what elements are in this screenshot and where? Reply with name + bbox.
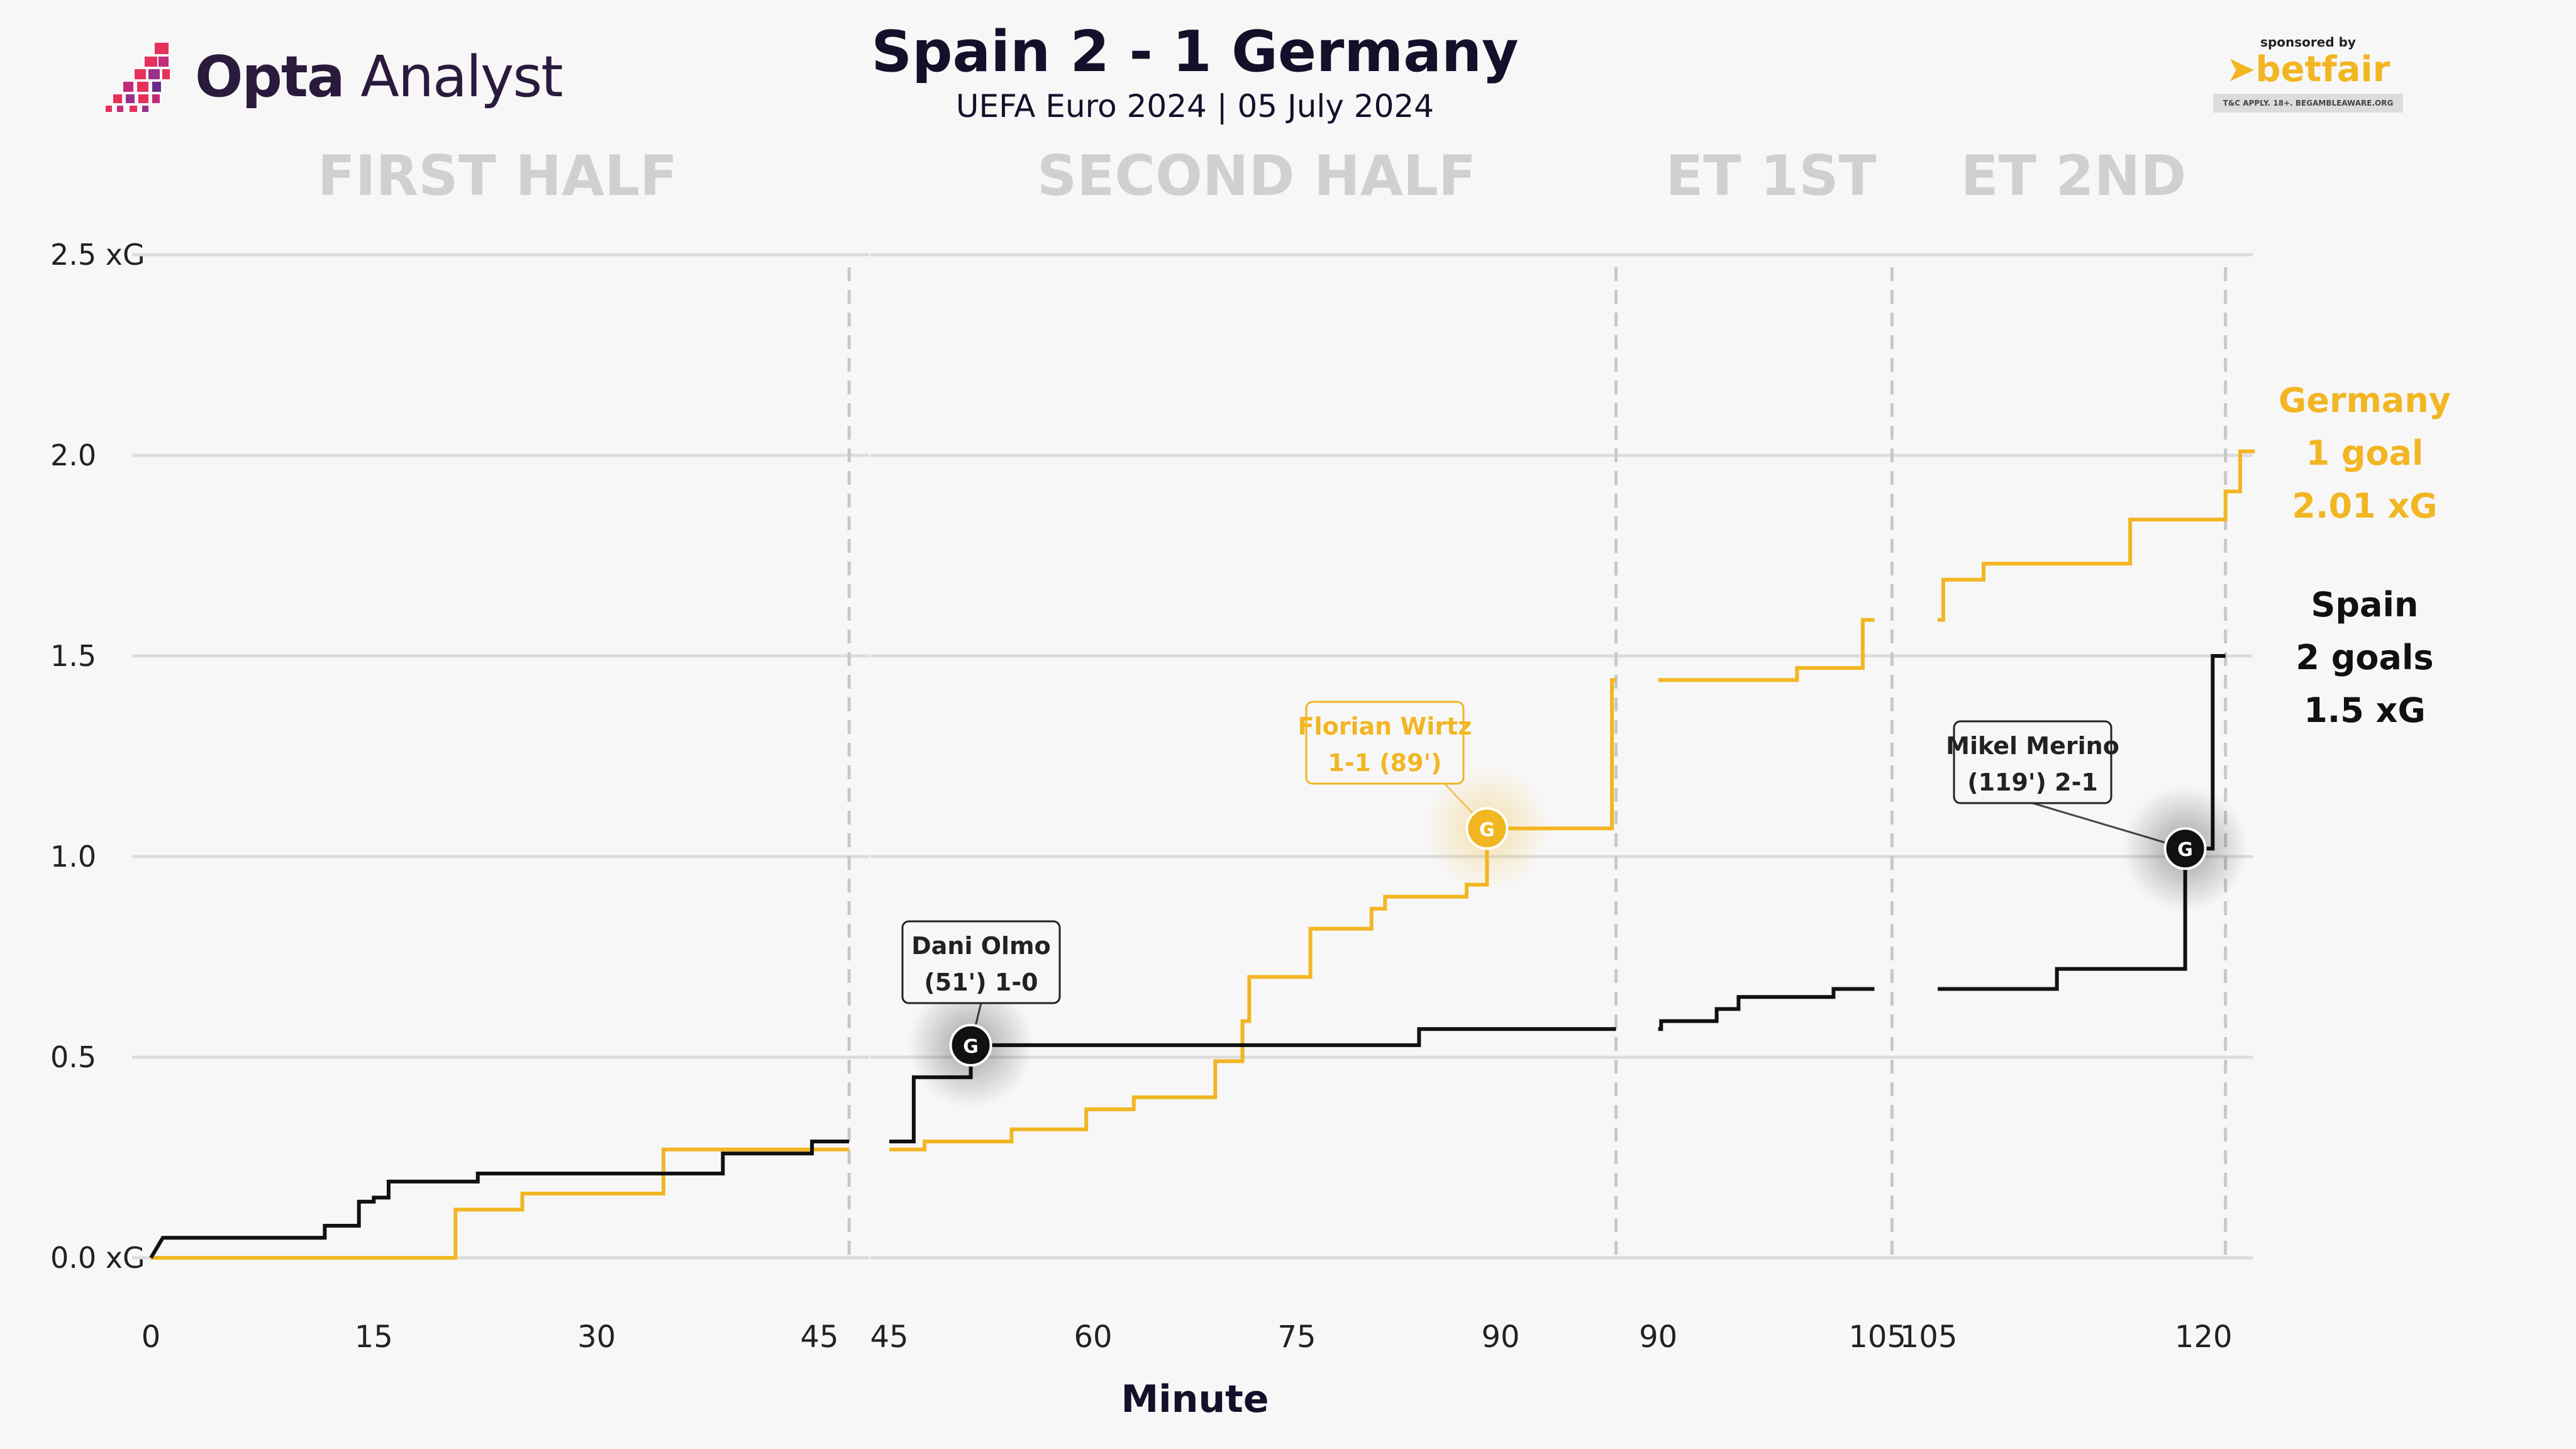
x-tick-label: 105	[1900, 1319, 1958, 1355]
germany-xg-line	[1938, 449, 2255, 622]
germany-summary-xg: 2.01 xG	[2292, 486, 2438, 526]
page-title: Spain 2 - 1 Germany	[871, 19, 1519, 85]
spain-summary-goals: 2 goals	[2296, 638, 2434, 677]
x-tick-label: 45	[800, 1319, 838, 1355]
goal-callout-box	[1953, 720, 2112, 804]
x-tick-label: 105	[1848, 1319, 1906, 1355]
sponsor-badge: sponsored by ➤betfair T&C APPLY. 18+. BE…	[2182, 35, 2434, 123]
germany-xg-line	[1658, 618, 1875, 682]
period-panel-0: FIRST HALF 0 15 30 45	[132, 143, 869, 1355]
germany-summary-team: Germany	[2279, 380, 2451, 420]
sponsor-label: sponsored by	[2260, 35, 2356, 50]
goal-spain-0: G Dani Olmo (51') 1-0	[901, 920, 1061, 1108]
period-title: FIRST HALF	[318, 143, 678, 208]
goal-score-detail: (51') 1-0	[924, 969, 1038, 996]
y-tick-label: 2.5 xG	[50, 238, 145, 272]
x-tick-label: 0	[142, 1319, 161, 1355]
goal-score-detail: (119') 2-1	[1967, 769, 2098, 796]
period-title: ET 2ND	[1961, 143, 2187, 208]
goal-scorer-name: Mikel Merino	[1946, 732, 2119, 760]
x-axis-label: Minute	[1121, 1377, 1269, 1421]
brand-name-regular: Analyst	[343, 44, 563, 110]
page-subtitle: UEFA Euro 2024 | 05 July 2024	[955, 88, 1435, 125]
x-tick-label: 60	[1074, 1319, 1112, 1355]
goal-marker	[949, 1023, 992, 1067]
y-tick-label: 1.5	[50, 639, 96, 673]
spain-xg-line	[149, 1140, 850, 1259]
goal-marker-label: G	[1479, 819, 1495, 841]
goal-score-detail: 1-1 (89')	[1328, 749, 1441, 777]
period-panel-1: SECOND HALF 45 60 75 90	[870, 143, 1649, 1355]
goal-marker	[2163, 827, 2207, 870]
spain-summary-xg: 1.5 xG	[2304, 691, 2426, 730]
opta-analyst-logo: Opta Analyst	[101, 38, 563, 126]
y-tick-label: 0.0 xG	[50, 1241, 145, 1275]
sponsor-name: ➤betfair	[2182, 50, 2434, 90]
goal-spain-2: G Mikel Merino (119') 2-1	[1946, 720, 2248, 912]
sponsor-name-text: betfair	[2255, 49, 2390, 90]
period-panel-2: ET 1ST 90 105	[1636, 143, 1912, 1355]
brand-name: Opta Analyst	[195, 44, 563, 110]
spain-summary: Spain 2 goals 1.5 xG	[2239, 579, 2490, 737]
goal-scorer-name: Dani Olmo	[911, 932, 1051, 960]
x-tick-label: 90	[1639, 1319, 1677, 1355]
x-tick-label: 15	[355, 1319, 393, 1355]
goal-callout-box	[1305, 701, 1465, 785]
spain-summary-team: Spain	[2311, 585, 2419, 625]
y-tick-label: 2.0	[50, 438, 96, 472]
goal-scorer-name: Florian Wirtz	[1298, 713, 1472, 740]
period-title: ET 1ST	[1665, 143, 1876, 208]
goal-callout-box	[901, 920, 1061, 1004]
germany-xg-line	[151, 1147, 850, 1260]
opta-logo-icon	[106, 43, 170, 112]
x-tick-label: 75	[1277, 1319, 1316, 1355]
brand-name-bold: Opta	[195, 44, 345, 110]
goal-germany-1: G Florian Wirtz 1-1 (89')	[1298, 701, 1550, 892]
y-tick-label: 0.5	[50, 1040, 96, 1074]
x-tick-label: 120	[2175, 1319, 2233, 1355]
spain-xg-line	[1658, 987, 1875, 1031]
x-tick-label: 45	[870, 1319, 908, 1355]
x-tick-label: 30	[577, 1319, 616, 1355]
period-panel-3: ET 2ND 105 120	[1900, 143, 2255, 1355]
period-title: SECOND HALF	[1037, 143, 1476, 208]
y-tick-label: 1.0	[50, 840, 96, 874]
sponsor-note: T&C APPLY. 18+. BEGAMBLEAWARE.ORG	[2212, 94, 2404, 113]
goal-marker-label: G	[963, 1036, 979, 1058]
goal-marker-label: G	[2177, 839, 2193, 861]
germany-summary-goals: 1 goal	[2306, 433, 2424, 473]
x-tick-label: 90	[1481, 1319, 1519, 1355]
germany-summary: Germany 1 goal 2.01 xG	[2239, 374, 2490, 533]
betfair-arrow-icon: ➤	[2226, 49, 2256, 90]
goal-marker	[1465, 807, 1509, 850]
